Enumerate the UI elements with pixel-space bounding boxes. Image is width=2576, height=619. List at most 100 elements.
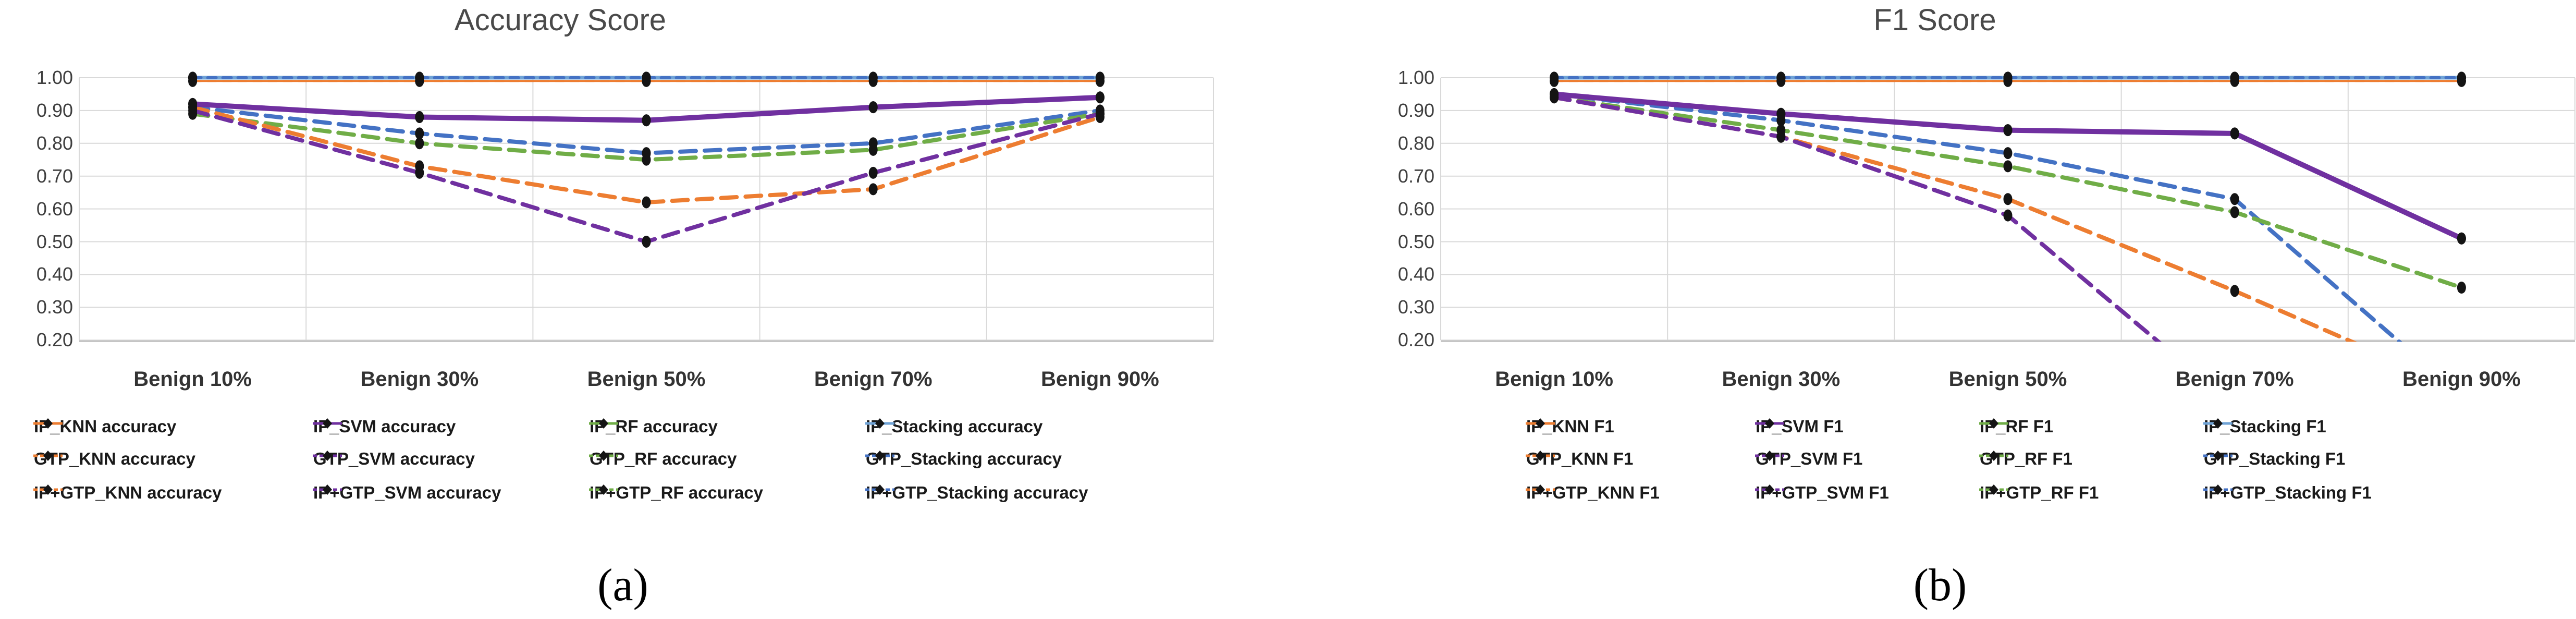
legend-item: IP_KNN F1: [1525, 417, 1614, 436]
panel-label-a: (a): [597, 560, 648, 611]
x-category-label: Benign 70%: [814, 368, 933, 391]
y-tick-label: 0.80: [36, 132, 73, 154]
legend-marker-icon: [1526, 451, 1555, 461]
data-marker: [1776, 130, 1786, 143]
legend-item: IP_SVM F1: [1754, 417, 1844, 436]
data-marker: [2230, 71, 2239, 84]
legend-item: GTP_SVM accuracy: [312, 449, 475, 469]
chart-title-accuracy: Accuracy Score: [454, 3, 667, 37]
legend-marker-icon: [33, 418, 63, 429]
data-marker: [868, 183, 878, 196]
data-marker: [642, 71, 651, 84]
data-marker: [868, 71, 878, 84]
legend-label: GTP_SVM accuracy: [313, 449, 475, 468]
x-category-label: Benign 30%: [360, 368, 479, 391]
y-tick-label: 1.00: [1397, 67, 1434, 88]
data-marker: [1095, 71, 1105, 84]
legend-label: GTP_RF accuracy: [590, 449, 737, 468]
data-marker: [415, 111, 424, 123]
legend-item: IP_SVM accuracy: [312, 417, 456, 436]
legend-label: GTP_KNN accuracy: [34, 449, 195, 468]
legend-item: IP_Stacking F1: [2202, 417, 2326, 436]
series-line: [1552, 92, 2402, 342]
legend-item: GTP_RF accuracy: [588, 449, 737, 469]
x-category-label: Benign 30%: [1722, 368, 1841, 391]
data-marker: [2003, 209, 2013, 222]
legend-label: IP_Stacking accuracy: [866, 417, 1043, 436]
data-marker: [415, 71, 424, 84]
legend-marker-icon: [589, 418, 618, 429]
legend-label: IP+GTP_KNN F1: [1526, 483, 1660, 502]
y-tick-label: 0.30: [36, 296, 73, 318]
legend-item: GTP_Stacking F1: [2202, 449, 2345, 469]
data-marker: [1550, 88, 1559, 100]
legend-marker-icon: [1979, 418, 2008, 429]
legend-marker-icon: [33, 484, 63, 495]
legend-label: GTP_SVM F1: [1756, 449, 1863, 468]
data-marker: [1776, 107, 1786, 120]
legend-item: GTP_Stacking accuracy: [864, 449, 1062, 469]
data-marker: [868, 166, 878, 179]
x-category-label: Benign 10%: [133, 368, 252, 391]
legend-marker-icon: [1755, 418, 1784, 429]
y-tick-label: 0.50: [36, 230, 73, 252]
chart-title-f1: F1 Score: [1873, 3, 1996, 37]
series-line: [1552, 95, 2464, 290]
legend-marker-icon: [2203, 418, 2232, 429]
legend-marker-icon: [589, 451, 618, 461]
data-marker: [2003, 193, 2013, 205]
legend-item: IP+GTP_Stacking accuracy: [864, 483, 1088, 503]
data-marker: [415, 166, 424, 179]
data-marker: [642, 236, 651, 248]
data-marker: [2457, 390, 2466, 402]
y-tick-label: 0.40: [36, 263, 73, 285]
legend-marker-icon: [1526, 418, 1555, 429]
data-marker: [1095, 107, 1105, 120]
legend-item: IP+GTP_KNN accuracy: [32, 483, 222, 503]
legend-marker-icon: [865, 418, 894, 429]
legend-item: IP_KNN accuracy: [32, 417, 176, 436]
legend-marker-icon: [1979, 451, 2008, 461]
legend-label: IP_Stacking F1: [2204, 417, 2326, 436]
data-marker: [2003, 160, 2013, 173]
data-marker: [868, 143, 878, 156]
legend-marker-icon: [313, 484, 342, 495]
y-tick-label: 0.70: [1397, 165, 1434, 187]
data-marker: [2230, 193, 2239, 205]
legend-item: IP+GTP_SVM F1: [1754, 483, 1889, 503]
legend-marker-icon: [313, 418, 342, 429]
data-marker: [1776, 71, 1786, 84]
legend-item: GTP_KNN F1: [1525, 449, 1633, 469]
y-tick-label: 1.00: [36, 67, 73, 88]
legend-label: IP+GTP_Stacking F1: [2204, 483, 2372, 502]
legend-item: GTP_RF F1: [1978, 449, 2072, 469]
data-marker: [2003, 147, 2013, 160]
x-category-label: Benign 90%: [2402, 368, 2521, 391]
legend-item: IP_RF F1: [1978, 417, 2053, 436]
legend-marker-icon: [313, 451, 342, 461]
legend-label: GTP_Stacking accuracy: [866, 449, 1062, 468]
data-marker: [642, 153, 651, 166]
y-tick-label: 0.40: [1397, 263, 1434, 285]
data-marker: [2457, 282, 2466, 294]
x-category-label: Benign 50%: [1948, 368, 2067, 391]
legend-marker-icon: [2203, 451, 2232, 461]
y-tick-label: 0.60: [1397, 198, 1434, 220]
panel-label-b: (b): [1913, 560, 1967, 611]
legend-label: IP+GTP_KNN accuracy: [34, 483, 222, 502]
legend-marker-icon: [1755, 451, 1784, 461]
y-tick-label: 0.20: [1397, 329, 1434, 351]
legend-marker-icon: [865, 484, 894, 495]
legend-item: IP+GTP_SVM accuracy: [312, 483, 501, 503]
y-tick-label: 0.20: [36, 329, 73, 351]
data-marker: [642, 114, 651, 127]
data-marker: [2230, 400, 2239, 412]
legend-label: IP_KNN accuracy: [34, 417, 177, 436]
legend-marker-icon: [2203, 484, 2232, 495]
x-category-label: Benign 50%: [587, 368, 706, 391]
data-marker: [868, 101, 878, 114]
legend-marker-icon: [589, 484, 618, 495]
x-category-label: Benign 10%: [1495, 368, 1613, 391]
legend-label: IP+GTP_SVM F1: [1756, 483, 1889, 502]
